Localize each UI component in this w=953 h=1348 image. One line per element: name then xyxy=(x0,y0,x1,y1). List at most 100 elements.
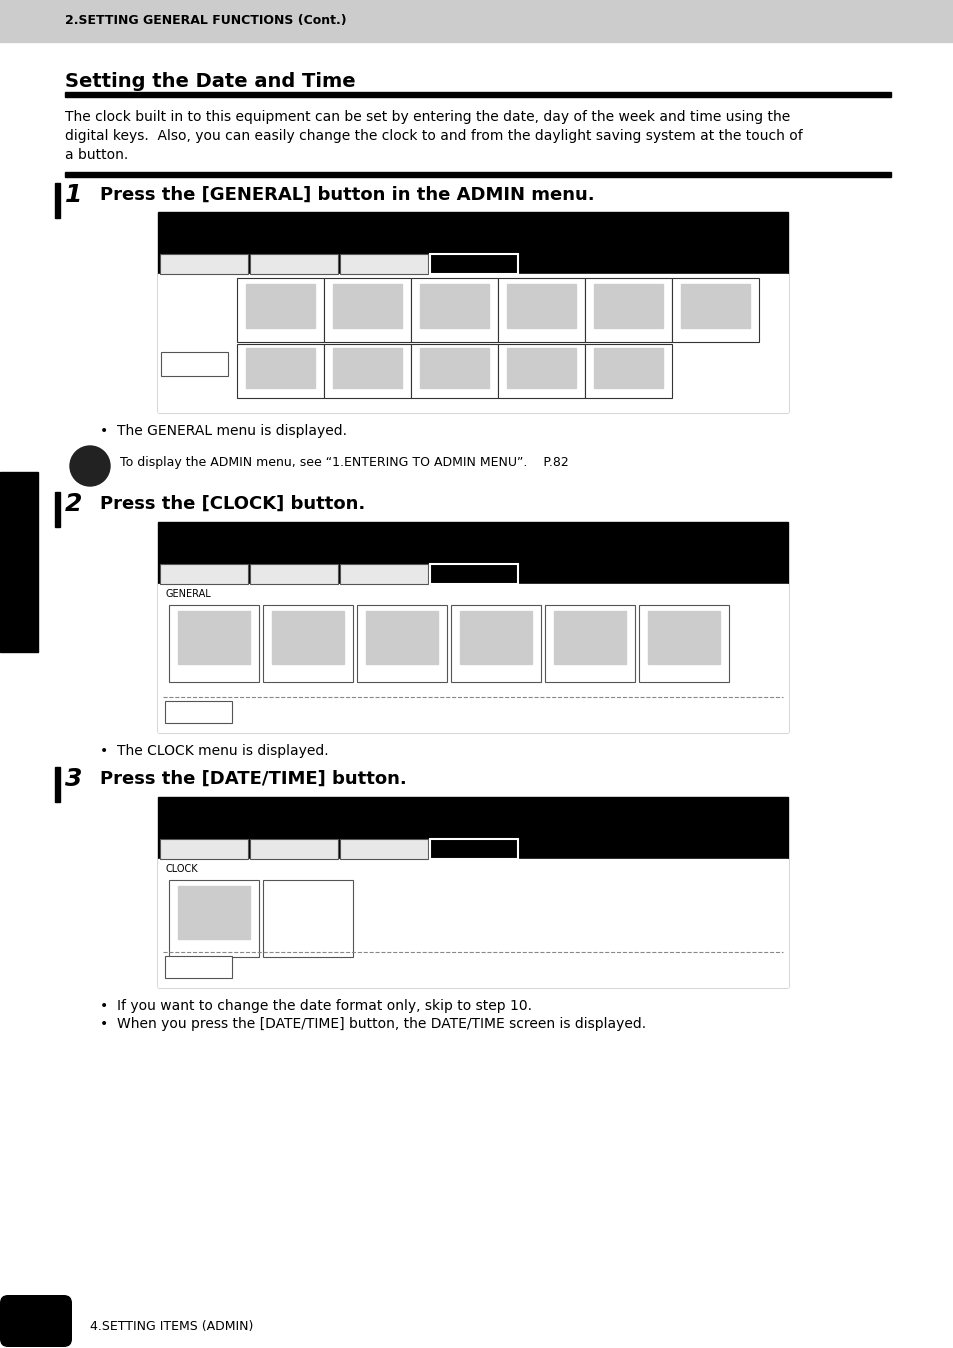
FancyBboxPatch shape xyxy=(263,605,353,682)
Text: USER: USER xyxy=(369,259,398,270)
FancyBboxPatch shape xyxy=(639,605,728,682)
Text: •  If you want to change the date format only, skip to step 10.: • If you want to change the date format … xyxy=(100,999,532,1012)
FancyBboxPatch shape xyxy=(160,563,248,584)
Bar xyxy=(419,284,489,328)
Bar xyxy=(178,886,250,940)
FancyBboxPatch shape xyxy=(451,605,540,682)
Bar xyxy=(419,348,489,388)
FancyBboxPatch shape xyxy=(250,838,337,859)
Bar xyxy=(647,611,720,665)
Bar xyxy=(366,611,437,665)
FancyBboxPatch shape xyxy=(339,563,428,584)
Text: GENERAL: GENERAL xyxy=(260,332,300,340)
FancyBboxPatch shape xyxy=(671,278,759,342)
Bar xyxy=(680,284,749,328)
Bar xyxy=(459,611,532,665)
Bar xyxy=(158,522,787,732)
FancyBboxPatch shape xyxy=(411,344,497,398)
Text: PASSWORD
SETUP: PASSWORD SETUP xyxy=(379,667,424,679)
Bar xyxy=(594,348,662,388)
Text: DRAWER SET
POP-UP: DRAWER SET POP-UP xyxy=(658,667,709,679)
FancyBboxPatch shape xyxy=(169,880,258,957)
Bar xyxy=(158,584,787,732)
Bar xyxy=(65,173,890,177)
Bar xyxy=(55,183,60,218)
Text: DATE/TIME: DATE/TIME xyxy=(193,942,234,948)
Text: 2: 2 xyxy=(65,492,82,516)
FancyBboxPatch shape xyxy=(411,278,497,342)
Text: LIST/REPORT: LIST/REPORT xyxy=(345,390,390,394)
Text: MM/DD
YY/MM/DD
DD/MM/YY: MM/DD YY/MM/DD DD/MM/YY xyxy=(290,888,326,909)
Bar xyxy=(246,348,314,388)
Text: ADMIN: ADMIN xyxy=(456,569,492,580)
Text: Press the [DATE/TIME] button.: Press the [DATE/TIME] button. xyxy=(100,770,406,789)
Text: USER: USER xyxy=(369,569,398,580)
Text: a button.: a button. xyxy=(65,148,128,162)
Text: E-MAIL: E-MAIL xyxy=(700,332,730,340)
Text: ADDRESS: ADDRESS xyxy=(178,844,230,855)
Bar xyxy=(272,611,344,665)
Text: RETURN: RETURN xyxy=(178,708,217,717)
Text: INTERNET FAX: INTERNET FAX xyxy=(255,390,305,394)
FancyBboxPatch shape xyxy=(236,344,324,398)
Text: •  The GENERAL menu is displayed.: • The GENERAL menu is displayed. xyxy=(100,425,347,438)
Text: GENERAL: GENERAL xyxy=(166,589,212,599)
FancyBboxPatch shape xyxy=(497,344,584,398)
Bar xyxy=(246,284,314,328)
Bar xyxy=(333,284,401,328)
Text: DATE FORMAT: DATE FORMAT xyxy=(280,942,335,948)
Bar xyxy=(158,859,787,987)
Text: COUNTER: COUNTER xyxy=(268,259,320,270)
FancyBboxPatch shape xyxy=(0,1295,71,1347)
Text: CLOCK: CLOCK xyxy=(482,667,508,673)
Text: DEVICE
INFORMATION: DEVICE INFORMATION xyxy=(186,667,241,679)
FancyBboxPatch shape xyxy=(584,278,671,342)
FancyBboxPatch shape xyxy=(161,352,228,376)
FancyBboxPatch shape xyxy=(356,605,447,682)
FancyBboxPatch shape xyxy=(165,701,232,723)
FancyBboxPatch shape xyxy=(263,880,353,957)
Text: ENERGY
SAVER: ENERGY SAVER xyxy=(574,667,605,679)
Text: USER: USER xyxy=(369,844,398,855)
Bar xyxy=(158,212,787,412)
Bar xyxy=(158,274,787,412)
Text: CLOCK: CLOCK xyxy=(166,864,198,874)
Bar xyxy=(333,348,401,388)
FancyBboxPatch shape xyxy=(324,344,411,398)
Bar xyxy=(55,492,60,527)
FancyBboxPatch shape xyxy=(250,563,337,584)
Bar xyxy=(55,767,60,802)
FancyBboxPatch shape xyxy=(250,253,337,274)
Bar xyxy=(594,284,662,328)
Bar xyxy=(158,797,787,987)
Text: To display the ADMIN menu, see “1.ENTERING TO ADMIN MENU”.    P.82: To display the ADMIN menu, see “1.ENTERI… xyxy=(120,456,568,469)
FancyBboxPatch shape xyxy=(430,838,517,859)
Bar xyxy=(506,284,576,328)
FancyBboxPatch shape xyxy=(160,838,248,859)
Bar xyxy=(554,611,625,665)
Text: 2.SETTING GENERAL FUNCTIONS (Cont.): 2.SETTING GENERAL FUNCTIONS (Cont.) xyxy=(65,13,346,27)
Text: •  The CLOCK menu is displayed.: • The CLOCK menu is displayed. xyxy=(100,744,328,758)
Text: COUNTER: COUNTER xyxy=(268,844,320,855)
Text: 4: 4 xyxy=(11,551,27,572)
Text: 1: 1 xyxy=(65,183,82,208)
Text: The clock built in to this equipment can be set by entering the date, day of the: The clock built in to this equipment can… xyxy=(65,111,789,124)
FancyBboxPatch shape xyxy=(497,278,584,342)
FancyBboxPatch shape xyxy=(544,605,635,682)
Text: ADDRESS: ADDRESS xyxy=(178,259,230,270)
Text: Press the [CLOCK] button.: Press the [CLOCK] button. xyxy=(100,495,365,514)
Circle shape xyxy=(70,446,110,487)
FancyBboxPatch shape xyxy=(430,253,517,274)
Bar xyxy=(0,0,953,42)
FancyBboxPatch shape xyxy=(236,278,324,342)
Text: ADMIN: ADMIN xyxy=(456,844,492,855)
FancyBboxPatch shape xyxy=(169,605,258,682)
Text: •  When you press the [DATE/TIME] button, the DATE/TIME screen is displayed.: • When you press the [DATE/TIME] button,… xyxy=(100,1016,645,1031)
FancyBboxPatch shape xyxy=(160,253,248,274)
Text: RETURN: RETURN xyxy=(174,360,213,368)
Text: 90: 90 xyxy=(23,1312,50,1330)
Bar xyxy=(178,611,250,665)
FancyBboxPatch shape xyxy=(339,253,428,274)
Text: RETURN: RETURN xyxy=(178,962,217,972)
Text: Press the [GENERAL] button in the ADMIN menu.: Press the [GENERAL] button in the ADMIN … xyxy=(100,186,594,204)
